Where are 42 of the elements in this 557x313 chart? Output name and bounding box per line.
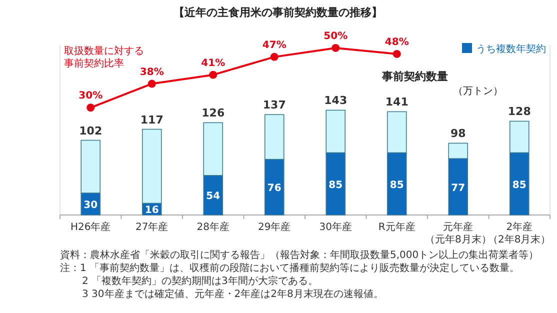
- data-label: 16: [144, 205, 159, 216]
- x-tick-label: R元年産: [378, 221, 416, 233]
- total-label: 126: [202, 106, 225, 120]
- total-label: 98: [450, 127, 466, 140]
- data-label: 48%: [384, 36, 409, 48]
- point: [148, 80, 156, 88]
- total-label: 141: [385, 96, 408, 109]
- data-label: 50%: [324, 30, 348, 42]
- point: [86, 104, 95, 112]
- data-label: 30%: [78, 90, 103, 102]
- chart-title: 【近年の主食用米の事前契約数量の推移】: [174, 6, 382, 19]
- point: [270, 52, 278, 61]
- x-tick-label: H26年産: [70, 221, 111, 233]
- point: [209, 70, 218, 79]
- data-label: 76: [267, 183, 282, 194]
- data-label: 77: [451, 182, 466, 194]
- text: 3 30年産までは確定値、元年産・2年産は2年8月末現在の速報値。: [82, 288, 384, 300]
- total-label: 128: [508, 105, 531, 118]
- data-label: 54: [206, 191, 220, 202]
- point: [392, 50, 401, 58]
- total-label: 102: [79, 124, 102, 138]
- text: 2 「複数年契約」の契約期間は3年間が大宗である。: [82, 275, 318, 287]
- data-label: 85: [512, 180, 526, 191]
- data-label: 38%: [140, 66, 164, 78]
- data-label: 30: [84, 200, 98, 212]
- x-tick-label: 27年産: [136, 221, 168, 233]
- text: 資料：農林水産省「米穀の取引に関する報告」（報告対象：年間取扱数量5,000トン以上の集出荷業者等）: [60, 249, 539, 261]
- data-label: 85: [328, 180, 343, 191]
- total-label: 143: [324, 94, 348, 108]
- x-tick-label: 30年産: [319, 221, 352, 233]
- legend-label: うち複数年契約: [476, 43, 546, 55]
- total-label: 137: [262, 98, 286, 112]
- data-label: 85: [390, 180, 404, 191]
- annotation: 事前契約数量: [380, 70, 448, 83]
- x-tick-label: 29年産: [258, 221, 291, 233]
- data-label: 41%: [201, 58, 226, 69]
- total-label: 117: [140, 113, 164, 126]
- annotation: （万トン）: [453, 86, 504, 97]
- point: [332, 44, 340, 52]
- x-tick-label: 28年産: [196, 221, 230, 233]
- text: 注：1 「事前契約数量」は、収穫前の段階において播種前契約等により販売数量が決定している数量。: [60, 262, 520, 274]
- data-label: 47%: [262, 40, 286, 51]
